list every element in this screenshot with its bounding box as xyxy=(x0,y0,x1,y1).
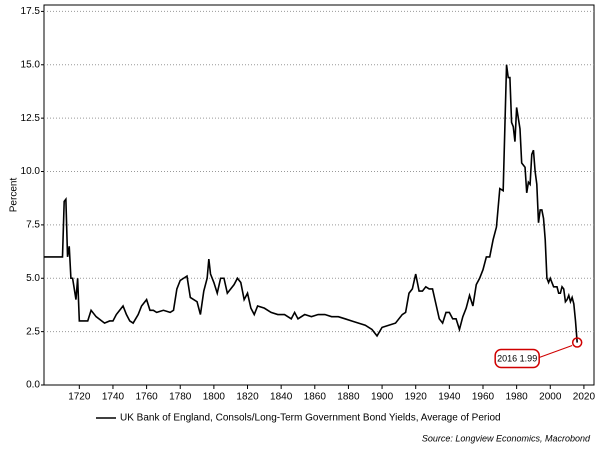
x-tick-label: 1780 xyxy=(169,392,192,403)
x-tick-label: 1880 xyxy=(337,392,360,403)
y-tick-label: 15.0 xyxy=(21,59,41,70)
y-tick-label: 17.5 xyxy=(21,6,41,17)
x-tick-label: 1740 xyxy=(102,392,125,403)
x-tick-label: 1960 xyxy=(472,392,495,403)
x-tick-label: 1820 xyxy=(236,392,259,403)
plot-frame xyxy=(43,4,595,386)
series-line xyxy=(44,64,578,343)
y-tick-label: 2.5 xyxy=(26,326,40,337)
y-tick-label: 7.5 xyxy=(26,220,40,231)
y-tick-label: 5.0 xyxy=(26,273,40,284)
annotated-point xyxy=(571,337,583,348)
annotation-box xyxy=(494,348,540,369)
y-tick-label: 10.0 xyxy=(21,166,41,177)
annotation: 2016 1.99 xyxy=(497,353,537,363)
legend-label: UK Bank of England, Consols/Long-Term Go… xyxy=(120,413,501,424)
y-axis-label: Percent xyxy=(9,178,20,213)
x-tick-label: 1860 xyxy=(304,392,327,403)
y-tick-label: 0.0 xyxy=(26,380,40,391)
x-tick-label: 1720 xyxy=(68,392,91,403)
x-tick-label: 1900 xyxy=(371,392,394,403)
source: Source: Longview Economics, Macrobond xyxy=(422,433,591,443)
annotation-leader xyxy=(539,345,573,358)
x-tick-label: 1920 xyxy=(405,392,428,403)
x-tick-label: 2020 xyxy=(573,392,596,403)
x-tick-label: 1840 xyxy=(270,392,293,403)
x-tick-label: 2000 xyxy=(539,392,562,403)
y-tick-label: 12.5 xyxy=(21,113,41,124)
x-tick-label: 1760 xyxy=(135,392,158,403)
x-tick-label: 1980 xyxy=(506,392,529,403)
x-tick-label: 1800 xyxy=(203,392,226,403)
x-tick-label: 1940 xyxy=(438,392,461,403)
